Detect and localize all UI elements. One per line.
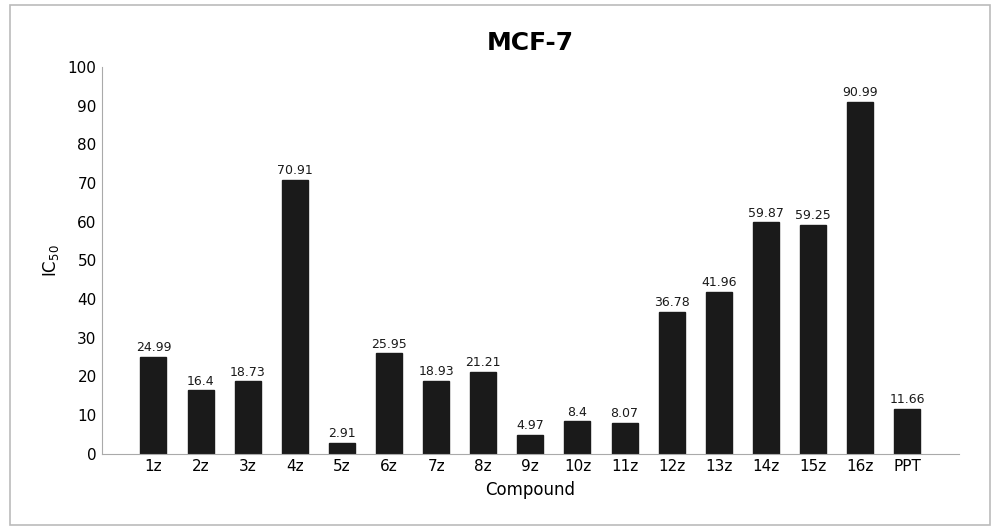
Text: 21.21: 21.21 [465,356,501,369]
Bar [329,443,355,454]
Bar [894,409,920,454]
X-axis label: Compound: Compound [485,481,575,499]
Text: 8.4: 8.4 [568,405,587,419]
Text: 11.66: 11.66 [889,393,925,406]
Text: 70.91: 70.91 [277,164,313,177]
Bar [235,382,261,454]
Bar [517,435,543,454]
Bar [753,222,779,454]
Text: 24.99: 24.99 [136,341,171,355]
Bar [564,421,590,454]
Bar [140,357,166,454]
Bar [612,422,638,454]
Text: 41.96: 41.96 [701,276,737,289]
Bar [470,372,496,454]
Text: 18.73: 18.73 [230,366,266,378]
Bar [847,102,873,454]
Text: 16.4: 16.4 [187,375,214,387]
Text: 90.99: 90.99 [842,86,878,99]
Bar [706,292,732,454]
Text: 4.97: 4.97 [516,419,544,432]
Bar [423,381,449,454]
Text: 8.07: 8.07 [611,407,639,420]
Text: 2.91: 2.91 [328,427,356,440]
Text: 59.25: 59.25 [795,209,831,222]
Bar [188,391,214,454]
Bar [800,225,826,454]
Text: 18.93: 18.93 [418,365,454,378]
Y-axis label: IC$_{50}$: IC$_{50}$ [41,244,61,277]
Text: 25.95: 25.95 [371,338,407,351]
Title: MCF-7: MCF-7 [487,31,574,56]
Bar [376,354,402,454]
Bar [282,180,308,454]
Text: 36.78: 36.78 [654,296,690,309]
Text: 59.87: 59.87 [748,207,784,219]
Bar [659,312,685,454]
